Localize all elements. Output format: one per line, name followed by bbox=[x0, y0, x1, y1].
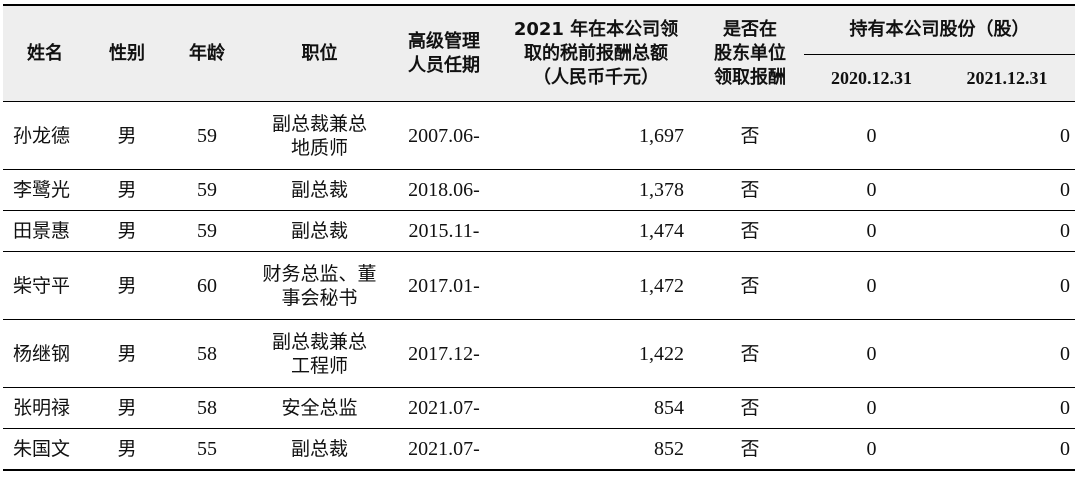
cell-position: 安全总监 bbox=[247, 387, 392, 429]
cell-name: 张明禄 bbox=[3, 387, 87, 429]
cell-s2021: 0 bbox=[939, 169, 1075, 211]
cell-position: 副总裁 bbox=[247, 169, 392, 211]
cell-name: 柴守平 bbox=[3, 251, 87, 320]
cell-s2020: 0 bbox=[804, 319, 939, 388]
cell-name: 田景惠 bbox=[3, 210, 87, 252]
cell-position: 财务总监、董 事会秘书 bbox=[247, 251, 392, 320]
cell-name: 孙龙德 bbox=[3, 101, 87, 170]
cell-tenure: 2018.06- bbox=[392, 169, 496, 211]
header-paid-by-shareholder: 是否在 股东单位 领取报酬 bbox=[696, 4, 804, 102]
cell-gender: 男 bbox=[87, 101, 167, 170]
cell-tenure: 2017.01- bbox=[392, 251, 496, 320]
cell-paid: 否 bbox=[696, 387, 804, 429]
cell-s2021: 0 bbox=[939, 319, 1075, 388]
header-shares-2020: 2020.12.31 bbox=[804, 54, 939, 102]
cell-age: 55 bbox=[167, 428, 247, 471]
cell-s2020: 0 bbox=[804, 251, 939, 320]
cell-age: 59 bbox=[167, 169, 247, 211]
cell-position: 副总裁兼总 工程师 bbox=[247, 319, 392, 388]
cell-compensation: 1,472 bbox=[496, 251, 696, 320]
cell-paid: 否 bbox=[696, 319, 804, 388]
cell-gender: 男 bbox=[87, 210, 167, 252]
header-position: 职位 bbox=[247, 4, 392, 102]
cell-tenure: 2007.06- bbox=[392, 101, 496, 170]
header-gender: 性别 bbox=[87, 4, 167, 102]
header-shares-2021: 2021.12.31 bbox=[939, 54, 1075, 102]
header-compensation: 2021 年在本公司领 取的税前报酬总额 （人民币千元） bbox=[496, 4, 696, 102]
table-row: 朱国文男 55 副总裁 2021.07- 852 否 0 0 bbox=[3, 428, 1075, 471]
cell-s2020: 0 bbox=[804, 101, 939, 170]
table-body: 孙龙德男 59 副总裁兼总 地质师 2007.06- 1,697 否 0 0 李鹭光男 59 副总裁… bbox=[3, 101, 1075, 471]
cell-tenure: 2021.07- bbox=[392, 387, 496, 429]
cell-paid: 否 bbox=[696, 169, 804, 211]
cell-age: 58 bbox=[167, 387, 247, 429]
cell-compensation: 1,474 bbox=[496, 210, 696, 252]
header-age: 年龄 bbox=[167, 4, 247, 102]
cell-s2021: 0 bbox=[939, 387, 1075, 429]
cell-age: 59 bbox=[167, 101, 247, 170]
table-row: 张明禄男 58 安全总监 2021.07- 854 否 0 0 bbox=[3, 387, 1075, 429]
header-shares-group: 持有本公司股份（股） bbox=[804, 4, 1075, 55]
cell-name: 杨继钢 bbox=[3, 319, 87, 388]
cell-age: 60 bbox=[167, 251, 247, 320]
table-row: 柴守平男 60 财务总监、董 事会秘书 2017.01- 1,472 否 0 0 bbox=[3, 251, 1075, 320]
cell-compensation: 852 bbox=[496, 428, 696, 471]
cell-gender: 男 bbox=[87, 387, 167, 429]
cell-name: 李鹭光 bbox=[3, 169, 87, 211]
table-row: 孙龙德男 59 副总裁兼总 地质师 2007.06- 1,697 否 0 0 bbox=[3, 101, 1075, 170]
cell-s2021: 0 bbox=[939, 251, 1075, 320]
table-row: 杨继钢男 58 副总裁兼总 工程师 2017.12- 1,422 否 0 0 bbox=[3, 319, 1075, 388]
cell-position: 副总裁 bbox=[247, 428, 392, 471]
cell-s2021: 0 bbox=[939, 428, 1075, 471]
cell-paid: 否 bbox=[696, 428, 804, 471]
cell-compensation: 1,422 bbox=[496, 319, 696, 388]
cell-s2020: 0 bbox=[804, 169, 939, 211]
cell-name: 朱国文 bbox=[3, 428, 87, 471]
cell-age: 58 bbox=[167, 319, 247, 388]
cell-tenure: 2017.12- bbox=[392, 319, 496, 388]
cell-gender: 男 bbox=[87, 319, 167, 388]
cell-compensation: 1,378 bbox=[496, 169, 696, 211]
cell-tenure: 2021.07- bbox=[392, 428, 496, 471]
cell-gender: 男 bbox=[87, 428, 167, 471]
table-header: 姓名 性别 年龄 职位 高级管理 人员任期 2021 年在本公司领 取的税前报酬… bbox=[3, 4, 1075, 102]
cell-position: 副总裁兼总 地质师 bbox=[247, 101, 392, 170]
cell-tenure: 2015.11- bbox=[392, 210, 496, 252]
cell-s2020: 0 bbox=[804, 210, 939, 252]
table-row: 田景惠男 59 副总裁 2015.11- 1,474 否 0 0 bbox=[3, 210, 1075, 252]
header-tenure: 高级管理 人员任期 bbox=[392, 4, 496, 102]
cell-gender: 男 bbox=[87, 169, 167, 211]
cell-paid: 否 bbox=[696, 101, 804, 170]
cell-gender: 男 bbox=[87, 251, 167, 320]
table-row: 李鹭光男 59 副总裁 2018.06- 1,378 否 0 0 bbox=[3, 169, 1075, 211]
cell-s2020: 0 bbox=[804, 387, 939, 429]
cell-s2021: 0 bbox=[939, 101, 1075, 170]
header-name: 姓名 bbox=[3, 4, 87, 102]
cell-position: 副总裁 bbox=[247, 210, 392, 252]
cell-s2020: 0 bbox=[804, 428, 939, 471]
cell-age: 59 bbox=[167, 210, 247, 252]
cell-compensation: 1,697 bbox=[496, 101, 696, 170]
cell-s2021: 0 bbox=[939, 210, 1075, 252]
cell-paid: 否 bbox=[696, 210, 804, 252]
cell-paid: 否 bbox=[696, 251, 804, 320]
executive-compensation-table: 姓名 性别 年龄 职位 高级管理 人员任期 2021 年在本公司领 取的税前报酬… bbox=[3, 4, 1075, 471]
cell-compensation: 854 bbox=[496, 387, 696, 429]
